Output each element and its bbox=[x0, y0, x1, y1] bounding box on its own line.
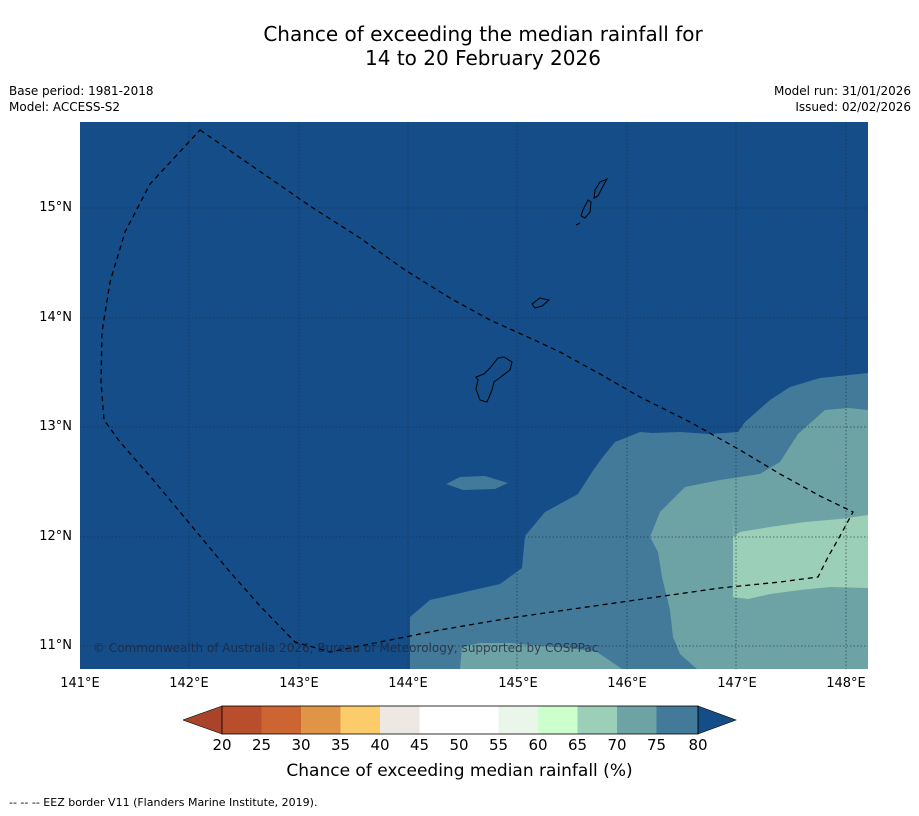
colorbar-seg-25-30 bbox=[261, 706, 301, 734]
guam-island bbox=[475, 356, 513, 403]
colorbar-label: Chance of exceeding median rainfall (%) bbox=[286, 761, 633, 781]
model-run: Model run: 31/01/2026 bbox=[773, 84, 911, 98]
cb-tick-55: 55 bbox=[488, 736, 509, 754]
cb-tick-30: 30 bbox=[291, 736, 311, 754]
colorbar-seg-70-75 bbox=[617, 706, 657, 734]
colorbar-seg-75-80 bbox=[656, 706, 698, 734]
title-line-1: Chance of exceeding the median rainfall … bbox=[263, 22, 703, 46]
cb-tick-65: 65 bbox=[567, 736, 588, 754]
colorbar-seg-60-65 bbox=[538, 706, 578, 734]
region-60-65 bbox=[732, 512, 868, 599]
cb-tick-70: 70 bbox=[607, 736, 627, 754]
colorbar-svg bbox=[182, 705, 737, 735]
colorbar-seg-50-55 bbox=[459, 706, 499, 734]
colorbar-seg-30-35 bbox=[301, 706, 341, 734]
cb-tick-60: 60 bbox=[528, 736, 548, 754]
cb-tick-45: 45 bbox=[409, 736, 430, 754]
colorbar-high-arrow bbox=[697, 705, 737, 735]
cb-tick-20: 20 bbox=[212, 736, 232, 754]
rota-island bbox=[531, 297, 551, 309]
lon-tick-142: 142°E bbox=[169, 676, 209, 691]
gridlines bbox=[80, 122, 868, 669]
issued-date: Issued: 02/02/2026 bbox=[795, 100, 911, 114]
map-svg bbox=[80, 122, 868, 669]
eez-border bbox=[100, 129, 854, 653]
title-line-2: 14 to 20 February 2026 bbox=[365, 46, 601, 70]
colorbar bbox=[182, 705, 737, 739]
meta-left: Base period: 1981-2018 Model: ACCESS-S2 bbox=[9, 83, 154, 115]
cb-tick-80: 80 bbox=[688, 736, 708, 754]
lon-tick-141: 141°E bbox=[60, 676, 100, 691]
lat-tick-13: 13°N bbox=[39, 419, 72, 434]
meta-right: Model run: 31/01/2026 Issued: 02/02/2026 bbox=[774, 83, 911, 115]
colorbar-outline bbox=[221, 705, 699, 735]
colorbar-seg-55-60 bbox=[498, 706, 538, 734]
copyright-text: © Commonwealth of Australia 2026, Bureau… bbox=[93, 641, 599, 655]
aguijan-island bbox=[575, 222, 581, 226]
colorbar-seg-35-40 bbox=[340, 706, 380, 734]
lon-tick-148: 148°E bbox=[826, 676, 866, 691]
colorbar-seg-45-50 bbox=[419, 706, 459, 734]
tinian-island bbox=[580, 199, 592, 219]
colorbar-seg-20-25 bbox=[222, 706, 262, 734]
eez-footnote: -- -- -- EEZ border V11 (Flanders Marine… bbox=[9, 796, 318, 809]
colorbar-low-arrow bbox=[182, 705, 223, 735]
lon-tick-146: 146°E bbox=[607, 676, 647, 691]
map-panel[interactable]: © Commonwealth of Australia 2026, Bureau… bbox=[80, 122, 868, 669]
saipan-island bbox=[593, 177, 609, 199]
base-period: Base period: 1981-2018 bbox=[9, 84, 154, 98]
cb-tick-35: 35 bbox=[330, 736, 351, 754]
lon-tick-144: 144°E bbox=[388, 676, 428, 691]
cb-tick-75: 75 bbox=[646, 736, 667, 754]
lat-tick-14: 14°N bbox=[39, 310, 72, 325]
lat-tick-15: 15°N bbox=[39, 200, 72, 215]
cb-tick-40: 40 bbox=[370, 736, 390, 754]
lon-tick-143: 143°E bbox=[279, 676, 319, 691]
lon-tick-147: 147°E bbox=[717, 676, 757, 691]
model-name: Model: ACCESS-S2 bbox=[9, 100, 121, 114]
colorbar-seg-65-70 bbox=[577, 706, 617, 734]
lon-tick-145: 145°E bbox=[498, 676, 538, 691]
cb-tick-25: 25 bbox=[251, 736, 272, 754]
region-65-70 bbox=[460, 643, 622, 669]
cb-tick-50: 50 bbox=[449, 736, 469, 754]
colorbar-seg-40-45 bbox=[380, 706, 420, 734]
lat-tick-11: 11°N bbox=[39, 638, 72, 653]
chart-title: Chance of exceeding the median rainfall … bbox=[0, 22, 919, 70]
lat-tick-12: 12°N bbox=[39, 529, 72, 544]
region-blob-70-80 bbox=[446, 476, 508, 490]
